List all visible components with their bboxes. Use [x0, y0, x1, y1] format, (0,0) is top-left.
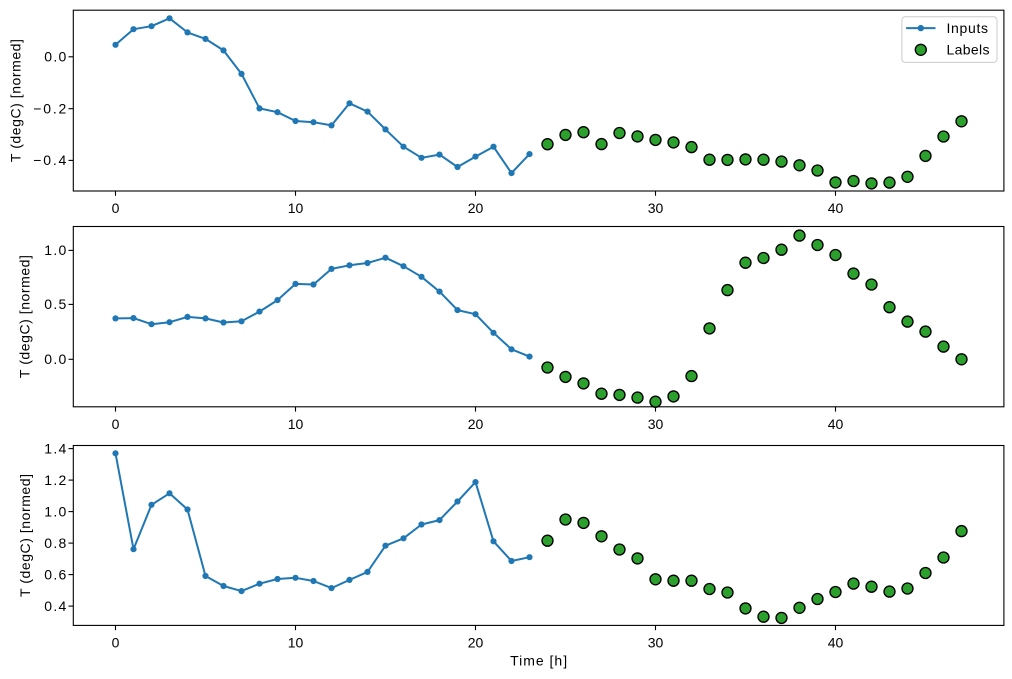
svg-text:Inputs: Inputs: [947, 20, 989, 36]
svg-text:1.2: 1.2: [44, 472, 66, 488]
svg-text:30: 30: [648, 200, 664, 216]
svg-text:10: 10: [288, 416, 304, 432]
svg-text:20: 20: [468, 200, 484, 216]
svg-text:0.5: 0.5: [44, 296, 66, 312]
svg-text:1.0: 1.0: [44, 242, 66, 258]
svg-text:20: 20: [468, 416, 484, 432]
svg-text:30: 30: [648, 416, 664, 432]
svg-text:T (degC) [normed]: T (degC) [normed]: [17, 474, 33, 597]
svg-text:−0.2: −0.2: [33, 101, 66, 117]
svg-text:T (degC) [normed]: T (degC) [normed]: [7, 39, 23, 162]
svg-text:40: 40: [828, 416, 844, 432]
svg-text:40: 40: [828, 634, 844, 650]
svg-text:0.8: 0.8: [44, 535, 66, 551]
svg-text:0.0: 0.0: [44, 351, 66, 367]
svg-text:10: 10: [288, 634, 304, 650]
svg-text:30: 30: [648, 634, 664, 650]
svg-text:0.0: 0.0: [44, 49, 66, 65]
svg-text:Labels: Labels: [947, 42, 990, 58]
svg-text:20: 20: [468, 634, 484, 650]
svg-text:0: 0: [112, 200, 120, 216]
svg-text:0.4: 0.4: [44, 598, 66, 614]
svg-text:0: 0: [112, 416, 120, 432]
svg-text:Time [h]: Time [h]: [510, 653, 567, 669]
svg-text:40: 40: [828, 200, 844, 216]
svg-text:1.4: 1.4: [44, 440, 66, 456]
svg-text:0: 0: [112, 634, 120, 650]
svg-text:0.6: 0.6: [44, 566, 66, 582]
svg-text:10: 10: [288, 200, 304, 216]
svg-text:−0.4: −0.4: [33, 152, 66, 168]
svg-text:T (degC) [normed]: T (degC) [normed]: [17, 255, 33, 378]
svg-text:1.0: 1.0: [44, 503, 66, 519]
